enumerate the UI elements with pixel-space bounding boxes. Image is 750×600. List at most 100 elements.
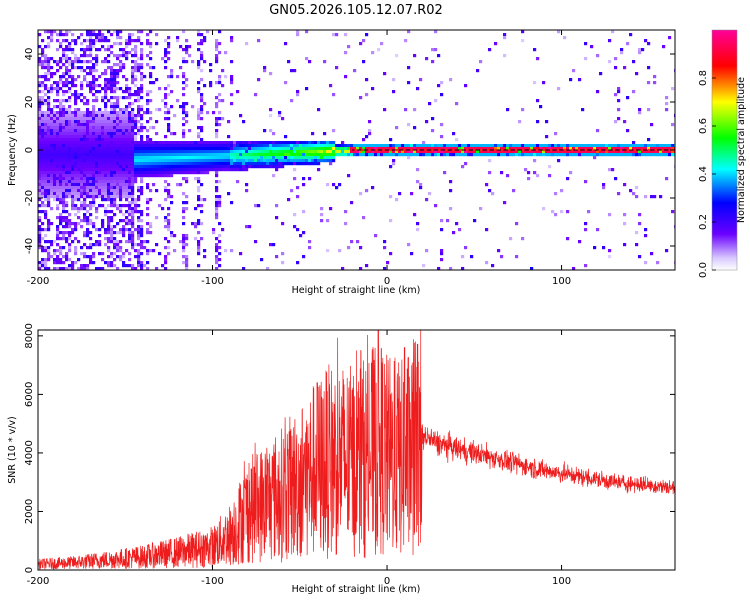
spectrogram-cell (41, 168, 45, 172)
spectrogram-cell (575, 150, 579, 154)
spectrogram-cell (47, 99, 51, 103)
spectrogram-cell (542, 207, 546, 211)
spectrogram-cell (491, 144, 495, 148)
spectrogram-cell (53, 120, 57, 124)
spectrogram-cell (119, 117, 123, 121)
spectrogram-cell (71, 261, 75, 265)
spectrogram-cell (485, 150, 489, 154)
spectrogram-cell (242, 153, 246, 157)
spectrogram-cell (116, 132, 120, 136)
spectrogram-cell (317, 141, 321, 145)
spectrogram-cell (215, 261, 219, 265)
spectrogram-cell (215, 201, 219, 205)
spectrogram-cell (218, 150, 222, 154)
spectrogram-cell (137, 237, 141, 241)
spectrogram-cell (233, 162, 237, 166)
spectrogram-cell (95, 168, 99, 172)
spectrogram-cell (200, 183, 204, 187)
spectrogram-cell (605, 153, 609, 157)
spectrogram-cell (71, 153, 75, 157)
spectrogram-cell (233, 141, 237, 145)
spectrogram-cell (416, 153, 420, 157)
spectrogram-cell (92, 171, 96, 175)
spectrogram-cell (626, 96, 630, 100)
spectrogram-cell (149, 45, 153, 49)
spectrogram-cell (65, 90, 69, 94)
spectrogram-cell (326, 156, 330, 160)
spectrogram-cell (257, 144, 261, 148)
spectrogram-cell (65, 165, 69, 169)
spectrogram-cell (119, 42, 123, 46)
spectrogram-cell (77, 96, 81, 100)
spectrogram-cell (401, 147, 405, 151)
spectrogram-cell (638, 222, 642, 226)
spectrogram-cell (107, 129, 111, 133)
spectrogram-cell (104, 141, 108, 145)
spectrogram-cell (275, 216, 279, 220)
spectrogram-cell (104, 147, 108, 151)
spectrogram-cell (137, 93, 141, 97)
spectrogram-cell (113, 252, 117, 256)
spectrogram-cell (404, 39, 408, 43)
spectrogram-cell (104, 129, 108, 133)
spectrogram-cell (44, 147, 48, 151)
spectrogram-cell (587, 210, 591, 214)
spectrogram-cell (98, 147, 102, 151)
spectrogram-cell (71, 168, 75, 172)
spectrogram-cell (68, 129, 72, 133)
spectrogram-cell (122, 48, 126, 52)
spectrogram-cell (140, 72, 144, 76)
spectrogram-cell (554, 147, 558, 151)
spectrogram-cell (260, 162, 264, 166)
spectrogram-cell (47, 117, 51, 121)
spectrogram-cell (254, 159, 258, 163)
spectrogram-cell (302, 150, 306, 154)
spectrogram-cell (431, 147, 435, 151)
spectrogram-cell (104, 174, 108, 178)
spectrogram-cell (92, 117, 96, 121)
spectrogram-cell (191, 105, 195, 109)
spectrogram-cell (113, 225, 117, 229)
spectrogram-cell (185, 171, 189, 175)
spectrogram-cell (71, 138, 75, 142)
spectrogram-cell (155, 144, 159, 148)
spectrogram-cell (89, 111, 93, 115)
spectrogram-cell (224, 147, 228, 151)
spectrogram-cell (116, 135, 120, 139)
spectrogram-cell (305, 141, 309, 145)
spectrogram-cell (110, 177, 114, 181)
spectrogram-cell (122, 123, 126, 127)
spectrogram-cell (134, 147, 138, 151)
spectrogram-cell (524, 147, 528, 151)
spectrogram-cell (143, 171, 147, 175)
spectrogram-cell (170, 159, 174, 163)
spectrogram-cell (86, 120, 90, 124)
spectrogram-cell (533, 147, 537, 151)
spectrogram-cell (92, 99, 96, 103)
spectrogram-cell (365, 93, 369, 97)
spectrogram-cell (371, 51, 375, 55)
spectrogram-cell (137, 153, 141, 157)
spectrogram-cell (167, 222, 171, 226)
spectrogram-cell (440, 258, 444, 262)
spectrogram-cell (548, 144, 552, 148)
spectrogram-cell (131, 81, 135, 85)
spectrogram-cell (92, 204, 96, 208)
spectrogram-cell (149, 150, 153, 154)
spectrogram-cell (62, 189, 66, 193)
spectrogram-cell (80, 42, 84, 46)
spectrogram-cell (131, 192, 135, 196)
spectrogram-cell (242, 267, 246, 270)
spectrogram-cell (62, 153, 66, 157)
spectrogram-cell (137, 171, 141, 175)
spectrogram-cell (611, 144, 615, 148)
spectrogram-cell (128, 210, 132, 214)
spectrogram-cell (59, 87, 63, 91)
spectrogram-cell (212, 147, 216, 151)
spectrogram-cell (431, 60, 435, 64)
spectrogram-cell (356, 240, 360, 244)
spectrogram-cell (86, 267, 90, 270)
spectrogram-cell (170, 234, 174, 238)
spectrogram-cell (53, 261, 57, 265)
spectrogram-cell (302, 162, 306, 166)
